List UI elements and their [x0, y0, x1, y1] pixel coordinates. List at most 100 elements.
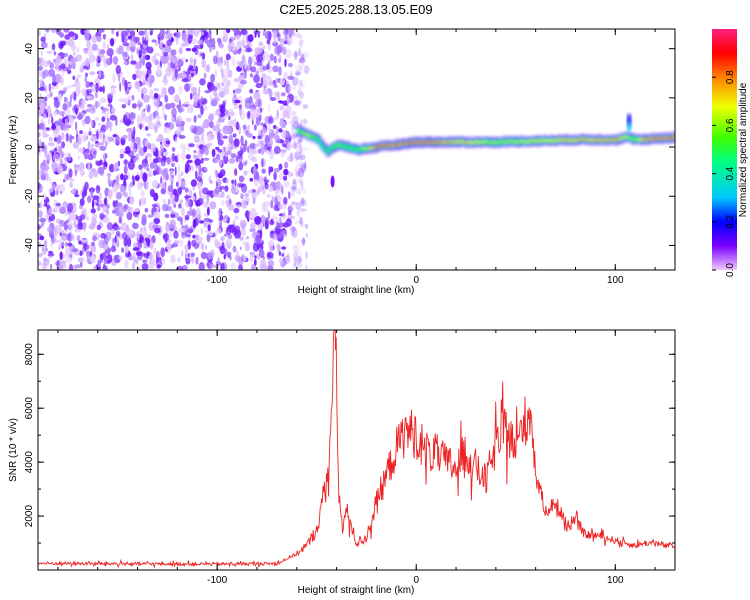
noise-blob — [272, 65, 279, 73]
noise-blob — [163, 234, 166, 239]
noise-blob — [283, 71, 288, 79]
noise-blob — [268, 31, 272, 42]
noise-blob — [293, 254, 299, 264]
noise-blob — [287, 29, 294, 36]
colorbar: 0.0 0.2 0.4 0.6 0.8 Normalized spectral ampl… — [712, 29, 749, 277]
noise-blob — [39, 235, 45, 241]
noise-blob — [142, 94, 150, 103]
noise-blob — [75, 86, 81, 96]
noise-blob — [299, 154, 306, 161]
noise-blob — [276, 91, 281, 101]
noise-blob — [290, 202, 296, 206]
noise-blob — [177, 256, 181, 263]
snr-y-label: SNR (10 * v/v) — [8, 418, 19, 482]
noise-blob — [291, 189, 295, 198]
noise-blob — [200, 106, 204, 116]
noise-blob — [39, 217, 47, 223]
noise-blob — [271, 195, 275, 203]
noise-blob — [277, 32, 281, 42]
noise-blob — [188, 143, 195, 148]
noise-blob — [235, 121, 240, 131]
noise-blob — [219, 169, 226, 177]
noise-blob — [164, 114, 168, 121]
noise-blob — [76, 81, 81, 89]
noise-blob — [278, 128, 283, 133]
noise-blob — [281, 253, 284, 257]
noise-blob — [79, 198, 85, 207]
noise-blob — [239, 246, 242, 251]
noise-blob — [48, 250, 54, 255]
noise-blob — [292, 185, 297, 193]
noise-blob — [275, 126, 279, 135]
noise-blob — [278, 66, 282, 76]
noise-blob — [38, 65, 44, 71]
noise-blob — [240, 227, 247, 237]
noise-blob — [301, 200, 308, 207]
noise-blob — [123, 165, 128, 175]
noise-blob — [96, 35, 102, 43]
noise-blob — [209, 201, 217, 210]
noise-blob — [71, 204, 77, 214]
noise-blob — [220, 262, 225, 270]
noise-blob — [297, 206, 305, 215]
noise-blob — [132, 222, 139, 230]
noise-blob — [268, 185, 274, 193]
noise-blob — [234, 88, 242, 94]
noise-blob — [293, 32, 301, 38]
noise-blob — [155, 115, 162, 120]
spectrogram-y-label: Frequency (Hz) — [8, 116, 19, 185]
noise-blob — [55, 83, 59, 89]
noise-blob — [106, 253, 113, 264]
noise-blob — [297, 138, 302, 143]
noise-blob — [172, 200, 176, 205]
noise-blob — [55, 29, 62, 35]
noise-blob — [298, 47, 302, 57]
noise-blob — [138, 164, 143, 170]
noise-blob — [295, 100, 302, 107]
noise-blob — [124, 245, 129, 254]
noise-blob — [73, 51, 76, 56]
noise-blob — [235, 186, 239, 192]
noise-blob — [41, 70, 46, 80]
noise-blob — [104, 108, 110, 118]
noise-blob — [295, 256, 303, 265]
noise-blob — [135, 174, 140, 180]
noise-blob — [193, 44, 199, 49]
y-tick-label: -20 — [24, 189, 35, 204]
noise-blob — [227, 69, 233, 78]
noise-blob — [91, 143, 94, 149]
noise-blob — [153, 227, 161, 234]
noise-blob — [59, 251, 63, 260]
noise-blob — [51, 43, 56, 51]
noise-blob — [296, 136, 301, 143]
noise-blob — [40, 201, 43, 210]
noise-blob — [299, 179, 305, 183]
noise-blob — [293, 262, 299, 268]
noise-blob — [277, 58, 282, 63]
noise-blob — [115, 192, 122, 200]
noise-blob — [274, 196, 278, 206]
noise-blob — [283, 168, 289, 176]
noise-blob — [153, 99, 160, 107]
noise-blob — [257, 47, 263, 54]
noise-blob — [111, 261, 117, 266]
noise-blob — [108, 180, 114, 184]
noise-blob — [99, 145, 107, 151]
noise-blob — [101, 116, 106, 123]
noise-blob — [89, 71, 96, 76]
noise-blob — [216, 121, 221, 126]
noise-blob — [92, 150, 97, 156]
noise-blob — [199, 78, 206, 86]
noise-blob — [264, 134, 270, 143]
colorbar-label: Normalized spectral amplitude — [738, 82, 749, 217]
noise-blob — [294, 151, 302, 160]
noise-blob — [61, 131, 65, 140]
noise-blob — [190, 72, 194, 78]
noise-blob — [290, 130, 298, 140]
noise-blob — [164, 55, 169, 64]
noise-blob — [139, 226, 143, 234]
noise-blob — [305, 264, 308, 270]
noise-blob — [117, 205, 124, 212]
noise-blob — [105, 141, 108, 147]
noise-blob — [180, 171, 184, 176]
